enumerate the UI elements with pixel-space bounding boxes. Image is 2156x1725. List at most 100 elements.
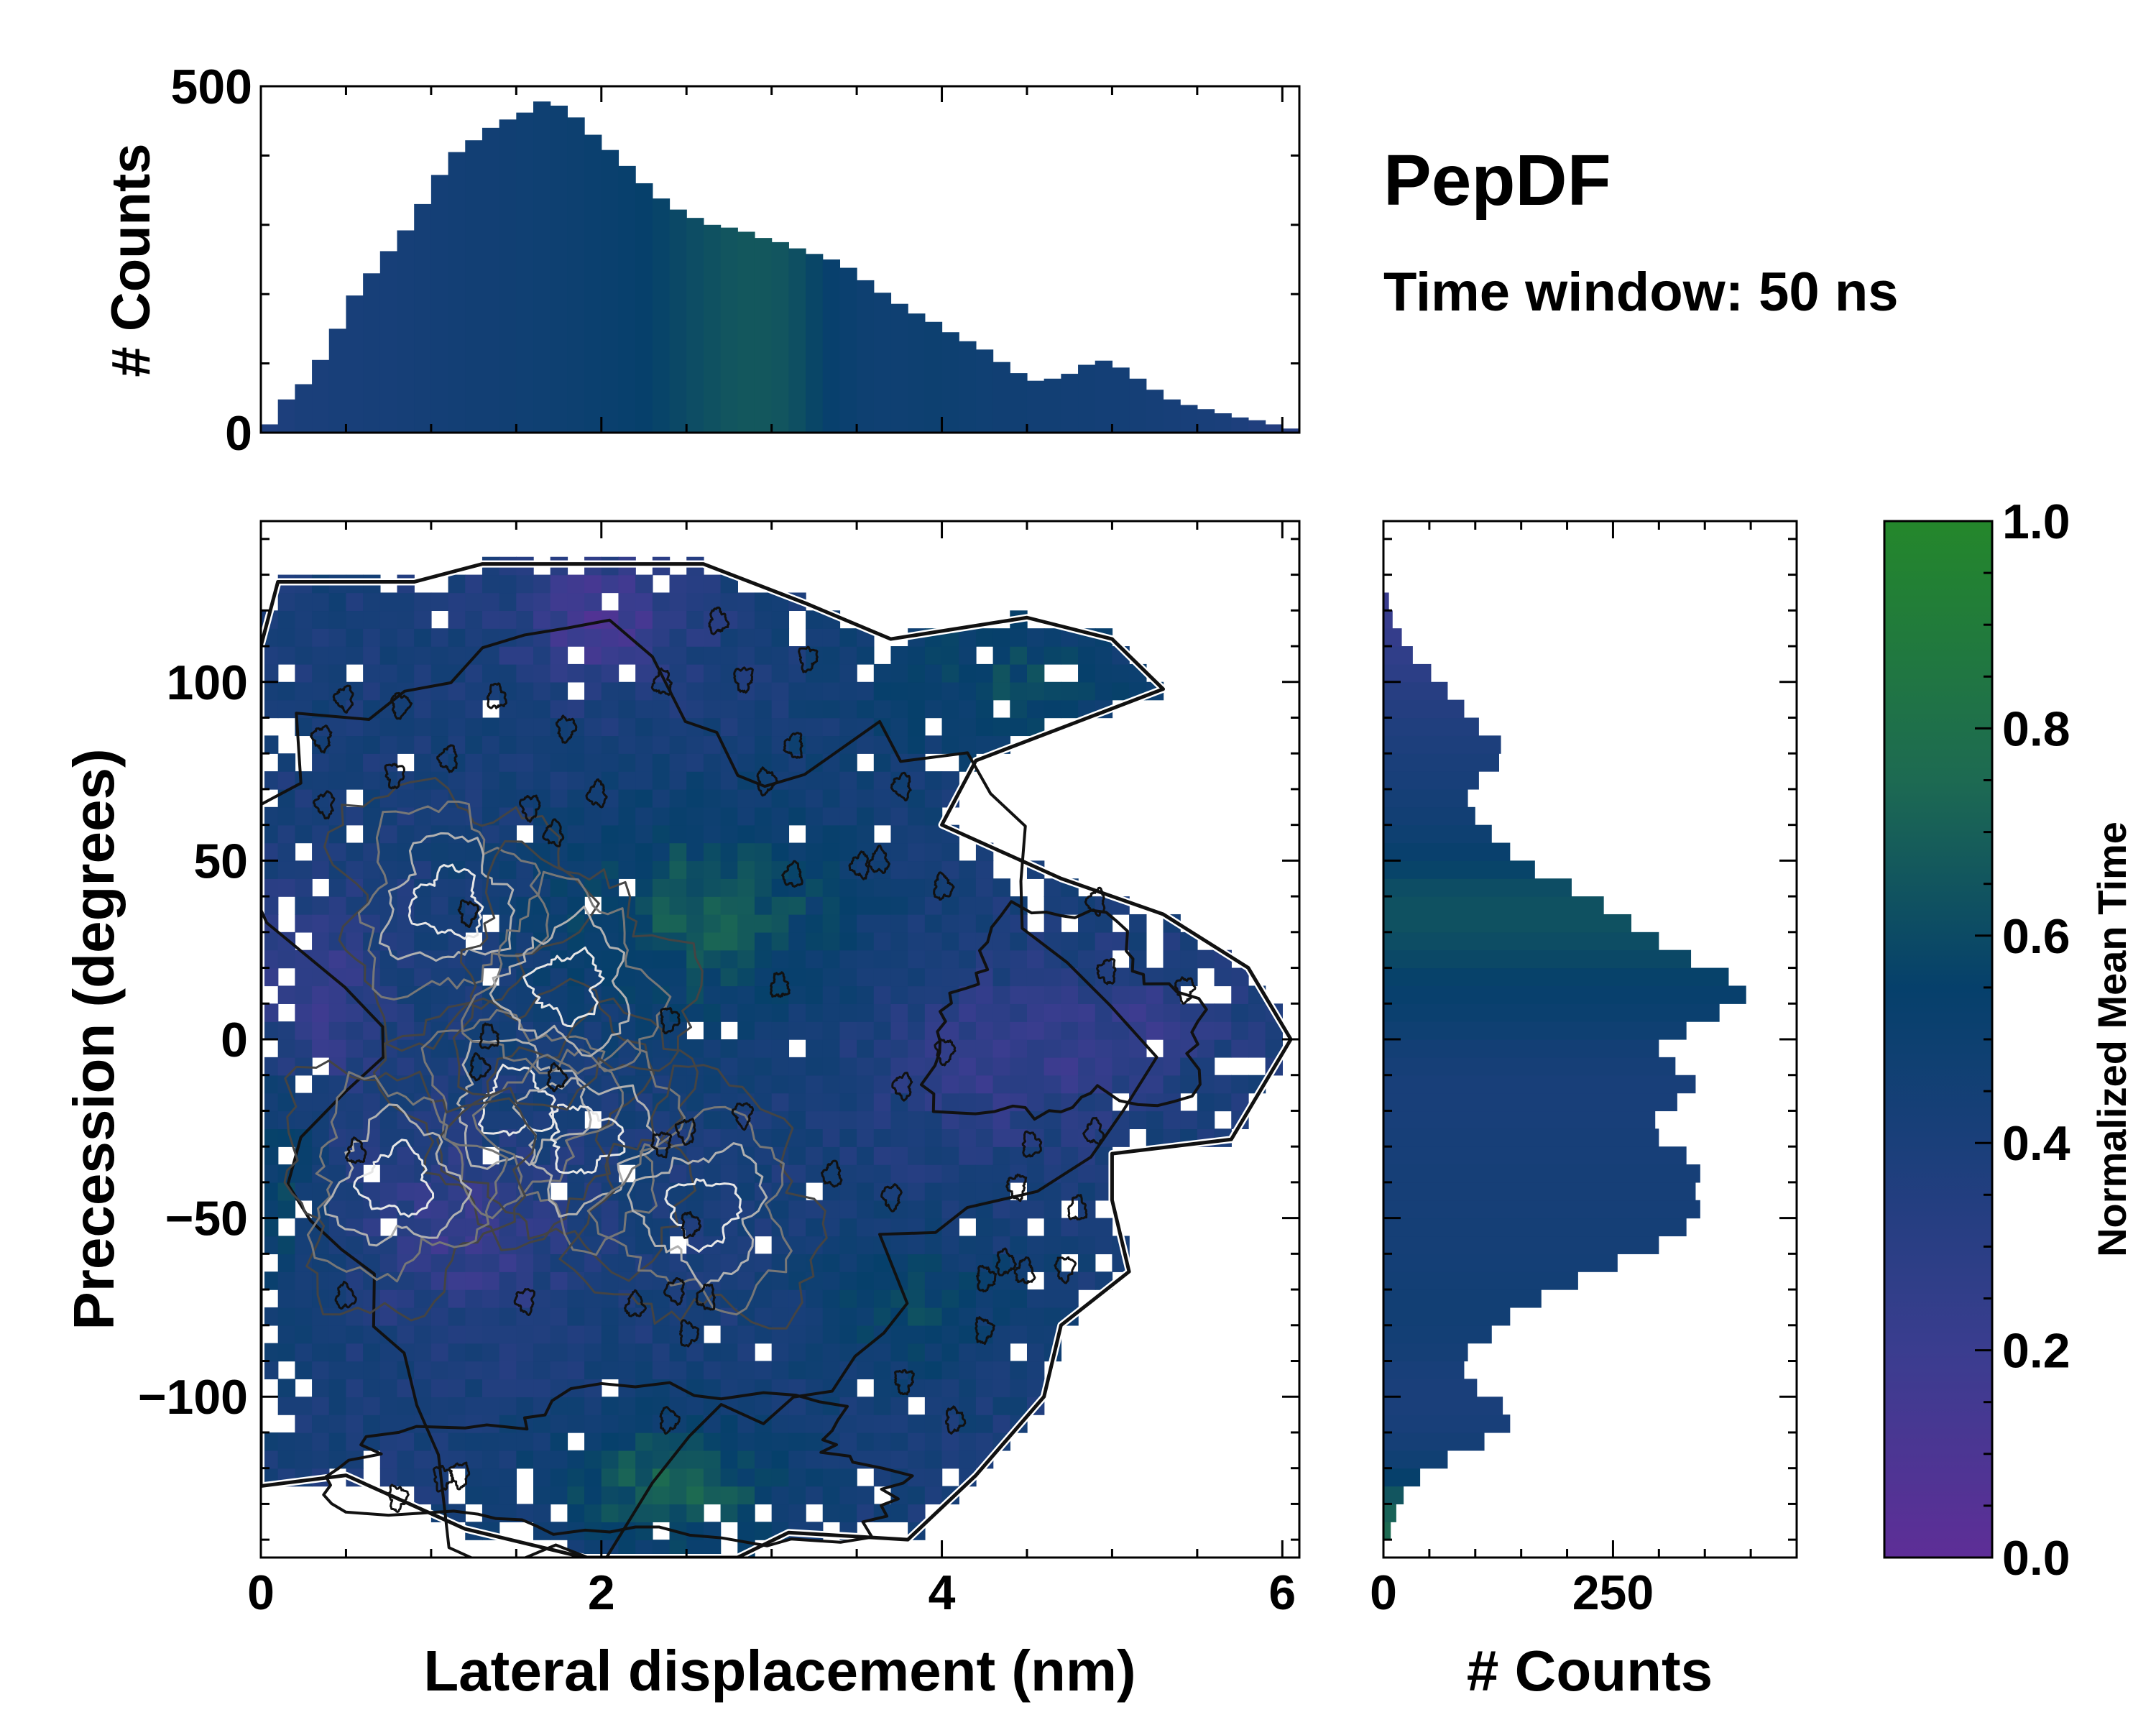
top-hist-bar [1197, 409, 1215, 433]
heatmap-cell [414, 1289, 432, 1308]
heatmap-cell [499, 1182, 517, 1201]
heatmap-cell [890, 1450, 908, 1469]
heatmap-cell [397, 1289, 415, 1308]
heatmap-cell [618, 1397, 636, 1415]
heatmap-cell [1010, 1075, 1028, 1094]
heatmap-cell [720, 1200, 738, 1219]
top-hist-bar [1010, 373, 1028, 433]
heatmap-cell [890, 1504, 908, 1522]
heatmap-cell [686, 610, 704, 629]
heatmap-cell [908, 1110, 926, 1130]
heatmap-cell [720, 1146, 738, 1165]
heatmap-cell [328, 1432, 347, 1451]
heatmap-cell [277, 1271, 296, 1290]
heatmap-cell [635, 735, 653, 754]
heatmap-cell [737, 932, 755, 951]
top-hist-bar [703, 224, 722, 433]
heatmap-cell [975, 699, 994, 719]
heatmap-cell [737, 1021, 755, 1040]
heatmap-cell [414, 1182, 432, 1201]
right-hist-bar [1383, 932, 1659, 951]
heatmap-cell [277, 1450, 296, 1469]
heatmap-cell [1026, 949, 1045, 969]
heatmap-cell [890, 860, 908, 879]
heatmap-cell [754, 1289, 773, 1308]
heatmap-cell [584, 628, 602, 647]
heatmap-cell [601, 1450, 619, 1469]
heatmap-cell [924, 1200, 943, 1219]
heatmap-cell [703, 1361, 722, 1380]
heatmap-cell [890, 1397, 908, 1415]
density-contour-island [1054, 1256, 1077, 1284]
heatmap-cell [737, 860, 755, 879]
heatmap-cell [908, 914, 926, 933]
heatmap-cell [1163, 1003, 1181, 1022]
density-contour-island [934, 1038, 957, 1067]
heatmap-cell [1010, 646, 1028, 665]
heatmap-cell [720, 1003, 738, 1022]
heatmap-cell [448, 806, 466, 826]
heatmap-cell [346, 1343, 364, 1362]
heatmap-cell [924, 949, 943, 969]
right-hist-bar [1383, 1486, 1404, 1505]
heatmap-cell [857, 1236, 875, 1255]
heatmap-cell [1061, 985, 1079, 1004]
right-hist-xtick-label: 0 [1370, 1565, 1397, 1620]
heatmap-cell [703, 949, 722, 969]
heatmap-cell [908, 1450, 926, 1469]
main-xlabel: Lateral displacement (nm) [423, 1639, 1135, 1703]
heatmap-cell [1078, 1236, 1096, 1255]
main-ytick-label: −50 [165, 1192, 248, 1246]
heatmap-cell [941, 1146, 959, 1165]
top-hist-bar [261, 424, 279, 433]
heatmap-cell [465, 1432, 483, 1451]
heatmap-cell [430, 717, 449, 737]
heatmap-cell [1112, 1039, 1130, 1058]
heatmap-cell [1010, 681, 1028, 701]
heatmap-cell [771, 1414, 790, 1433]
heatmap-cell [1010, 1003, 1028, 1022]
heatmap-cell [788, 1057, 806, 1076]
heatmap-cell [346, 681, 364, 701]
heatmap-cell [720, 1057, 738, 1076]
density-contour-island [708, 606, 730, 635]
heatmap-cell [533, 1289, 551, 1308]
heatmap-cell [788, 1092, 806, 1112]
heatmap-cell [754, 1361, 773, 1380]
heatmap-cell [890, 896, 908, 915]
heatmap-cell [1248, 1039, 1266, 1058]
heatmap-cell [618, 967, 636, 987]
heatmap-cell [771, 949, 790, 969]
heatmap-cell [771, 1271, 790, 1290]
heatmap-cell [737, 1289, 755, 1308]
heatmap-cell [771, 932, 790, 951]
heatmap-cell [295, 628, 313, 647]
heatmap-cell [771, 860, 790, 879]
heatmap-cell [737, 806, 755, 826]
heatmap-cell [788, 1182, 806, 1201]
heatmap-cell [414, 681, 432, 701]
heatmap-cell [397, 788, 415, 808]
heatmap-cell [703, 985, 722, 1004]
heatmap-cell [516, 735, 534, 754]
heatmap-cell [754, 896, 773, 915]
heatmap-cell [499, 735, 517, 754]
density-contour-island [975, 1316, 995, 1346]
heatmap-cell [635, 1450, 653, 1469]
heatmap-cell [652, 1289, 671, 1308]
heatmap-cell [1026, 1039, 1045, 1058]
heatmap-cell [448, 663, 466, 683]
heatmap-cell [1061, 1146, 1079, 1165]
heatmap-cell [346, 717, 364, 737]
heatmap-cell [975, 1146, 994, 1165]
heatmap-cell [959, 860, 977, 879]
heatmap-cell [959, 1289, 977, 1308]
heatmap-cell [703, 788, 722, 808]
heatmap-cell [720, 824, 738, 844]
heatmap-cell [516, 1379, 534, 1397]
heatmap-cell [737, 788, 755, 808]
heatmap-cell [1061, 932, 1079, 951]
top-hist-bar [567, 117, 585, 433]
heatmap-cell [567, 985, 585, 1004]
heatmap-cell [908, 1343, 926, 1362]
